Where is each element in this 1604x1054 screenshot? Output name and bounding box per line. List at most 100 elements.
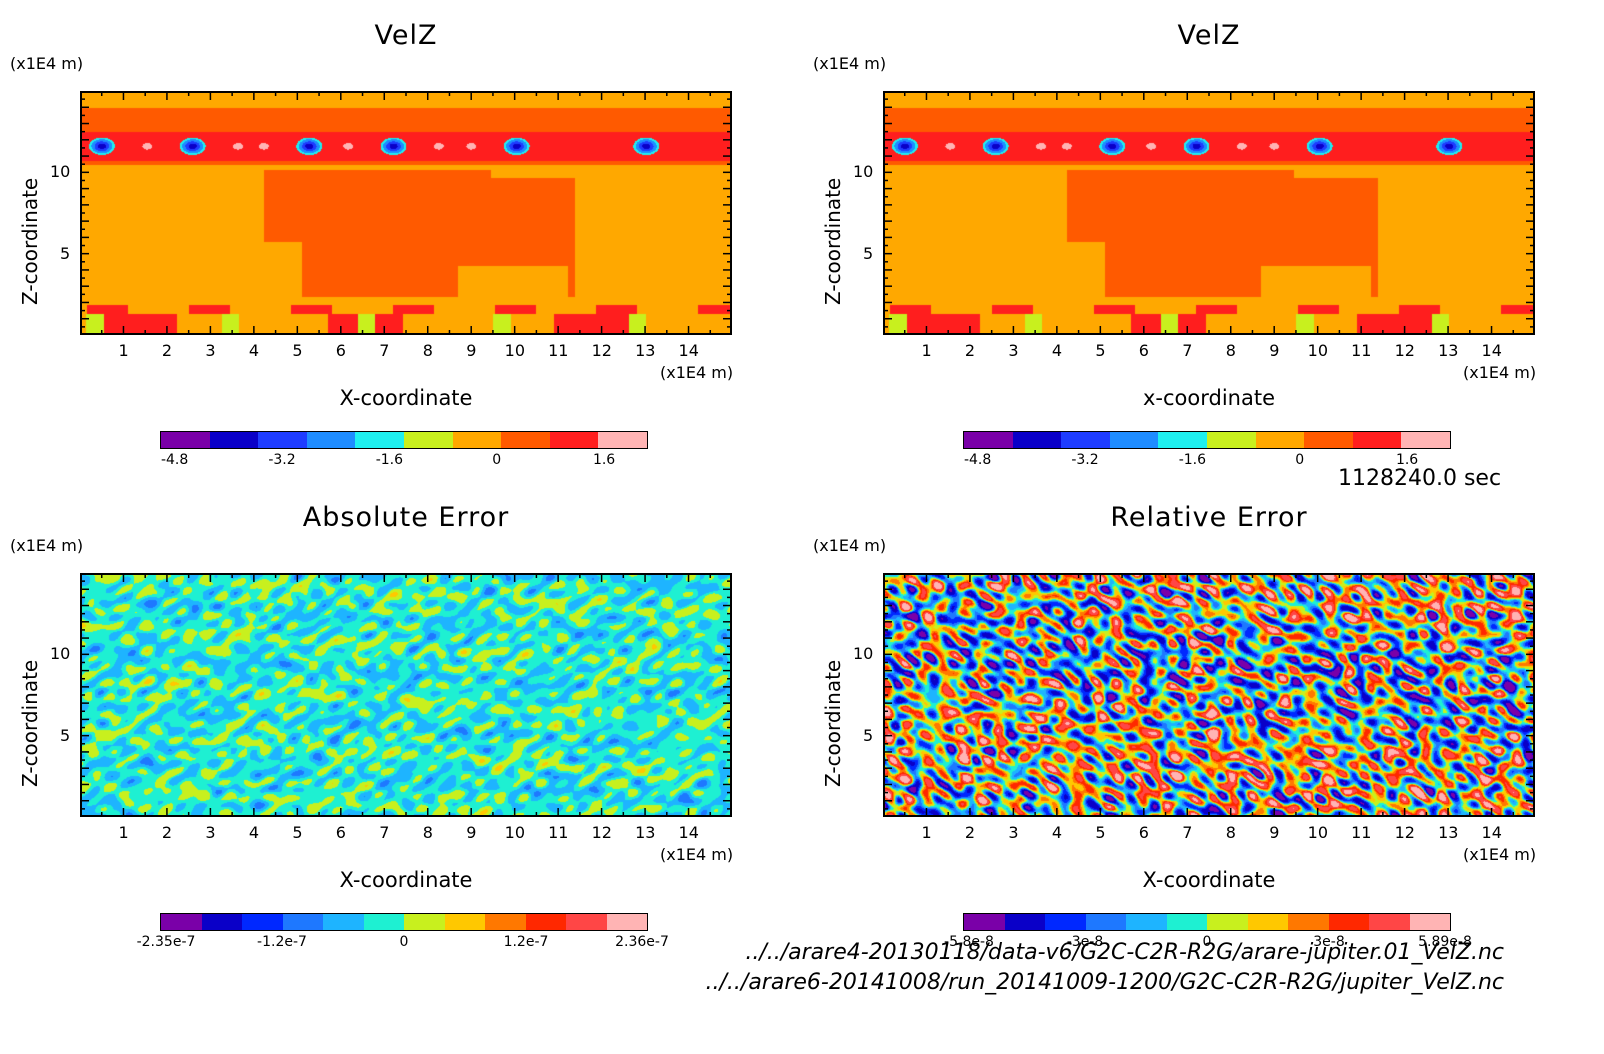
colorbar-swatch — [1352, 432, 1402, 448]
y-axis-label: Z-coordinate — [18, 177, 42, 305]
heatmap-plot — [80, 573, 732, 817]
x-tick-label: 4 — [248, 341, 260, 360]
x-tick-label: 7 — [379, 823, 390, 842]
colorbar-tick-label: -1.6 — [375, 452, 404, 468]
colorbar-tick-label: -3.2 — [1071, 452, 1099, 468]
x-tick-label: 11 — [548, 341, 569, 360]
x-tick-label: 13 — [635, 341, 656, 360]
x-tick-label: 6 — [1138, 823, 1149, 842]
colorbar-swatch — [201, 914, 242, 930]
y-axis-label: Z-coordinate — [821, 659, 845, 787]
colorbar-tick-label: -4.8 — [160, 452, 189, 468]
colorbar-tick-label: 3e-8 — [1313, 934, 1345, 950]
x-tick-label: 2 — [161, 823, 173, 842]
colorbar-swatch — [598, 432, 647, 448]
x-tick-label: 14 — [678, 823, 699, 842]
x-axis-label: x-coordinate — [1142, 386, 1276, 410]
y-unit-label: (x1E4 m) — [10, 54, 84, 73]
x-tick-label: 1 — [921, 341, 932, 360]
x-tick-label: 9 — [1269, 341, 1280, 360]
heatmap-plot — [883, 573, 1535, 817]
x-tick-label: 9 — [466, 823, 477, 842]
colorbar-swatch — [258, 432, 307, 448]
y-axis-label: Z-coordinate — [821, 177, 845, 305]
chart-title: VelZ — [1177, 20, 1241, 51]
x-tick-label: 2 — [964, 823, 976, 842]
x-tick-label: 5 — [292, 341, 303, 360]
heatmap-field — [885, 575, 1533, 815]
colorbar-tick-label: 1.6 — [1395, 452, 1419, 468]
x-tick-label: 11 — [1351, 823, 1372, 842]
colorbar-swatch — [1109, 432, 1159, 448]
x-tick-label: 13 — [635, 823, 656, 842]
heatmap-field — [82, 93, 730, 333]
colorbar-swatch — [282, 914, 323, 930]
x-tick-label: 10 — [1307, 341, 1329, 360]
y-tick-label: 5 — [863, 243, 874, 263]
colorbar-swatch — [444, 914, 485, 930]
colorbar-swatch — [1158, 432, 1207, 448]
colorbar-swatch — [1126, 914, 1167, 930]
colorbar-tick-label: 1.2e-7 — [503, 934, 549, 950]
x-tick-label: 14 — [1481, 341, 1502, 360]
axis-ticks — [80, 91, 732, 335]
chart-panel-4: Relative Error (x1E4 m) Z-coordinate 1 2 3 4 5 6… — [803, 482, 1603, 962]
x-tick-label: 4 — [1051, 823, 1063, 842]
colorbar-swatch — [1166, 914, 1207, 930]
colorbar-swatch — [209, 432, 259, 448]
y-unit-label: (x1E4 m) — [813, 536, 887, 555]
colorbar-tick-label: -2.35e-7 — [136, 934, 196, 950]
x-unit-label: (x1E4 m) — [1463, 363, 1537, 382]
colorbar-swatch — [1369, 914, 1410, 930]
x-tick-label: 6 — [1138, 341, 1149, 360]
x-tick-label: 9 — [1269, 823, 1280, 842]
heatmap-field — [885, 93, 1533, 333]
x-tick-label: 12 — [1394, 341, 1415, 360]
colorbar-swatch — [964, 432, 1013, 448]
colorbar-swatch — [363, 914, 404, 930]
colorbar-swatch — [161, 914, 202, 930]
colorbar-swatch — [1304, 432, 1353, 448]
colorbar-tick-label: 1.6 — [592, 452, 616, 468]
y-tick-label: 5 — [863, 725, 874, 745]
chart-title: VelZ — [374, 20, 438, 51]
x-tick-label: 8 — [422, 823, 433, 842]
colorbar-tick-label: -1.2e-7 — [257, 934, 307, 950]
colorbar-swatch — [485, 914, 526, 930]
x-tick-label: 6 — [335, 341, 346, 360]
colorbar-swatch — [1061, 432, 1110, 448]
x-tick-label: 2 — [964, 341, 976, 360]
axis-ticks — [883, 91, 1535, 335]
x-tick-label: 1 — [118, 341, 129, 360]
colorbar-tick-label: -5.8e-8 — [944, 934, 994, 950]
colorbar-swatch — [1255, 432, 1305, 448]
colorbar-swatch — [1207, 914, 1248, 930]
colorbar-swatch — [1012, 432, 1062, 448]
colorbar-tick-label: -3.2 — [268, 452, 296, 468]
x-tick-label: 13 — [1438, 823, 1459, 842]
axis-ticks — [80, 573, 732, 817]
x-tick-label: 3 — [1008, 823, 1019, 842]
x-tick-label: 10 — [1307, 823, 1329, 842]
y-tick-label: 10 — [853, 162, 874, 182]
colorbar-swatch — [323, 914, 364, 930]
x-tick-label: 10 — [504, 341, 526, 360]
x-tick-label: 11 — [548, 823, 569, 842]
colorbar-tick-label: 5.89e-8 — [1418, 934, 1472, 950]
colorbar-swatch — [1401, 432, 1450, 448]
colorbar-swatch — [452, 432, 502, 448]
colorbar-swatch — [161, 432, 210, 448]
colorbar — [160, 913, 648, 931]
y-tick-label: 10 — [50, 644, 71, 664]
colorbar-swatch — [549, 432, 599, 448]
x-tick-label: 7 — [1182, 341, 1193, 360]
x-tick-label: 7 — [379, 341, 390, 360]
x-tick-label: 3 — [1008, 341, 1019, 360]
colorbar-tick-label: -3e-8 — [1066, 934, 1104, 950]
x-tick-label: 3 — [205, 341, 216, 360]
colorbar-swatch — [525, 914, 566, 930]
colorbar-tick-label: 0 — [1295, 452, 1305, 468]
x-tick-label: 5 — [1095, 823, 1106, 842]
chart-panel-3: Absolute Error (x1E4 m) Z-coordinate 1 2 3 4 5 6… — [0, 482, 800, 962]
file-path-2: ../../arare6-20141008/run_20141009-1200/… — [705, 970, 1504, 995]
